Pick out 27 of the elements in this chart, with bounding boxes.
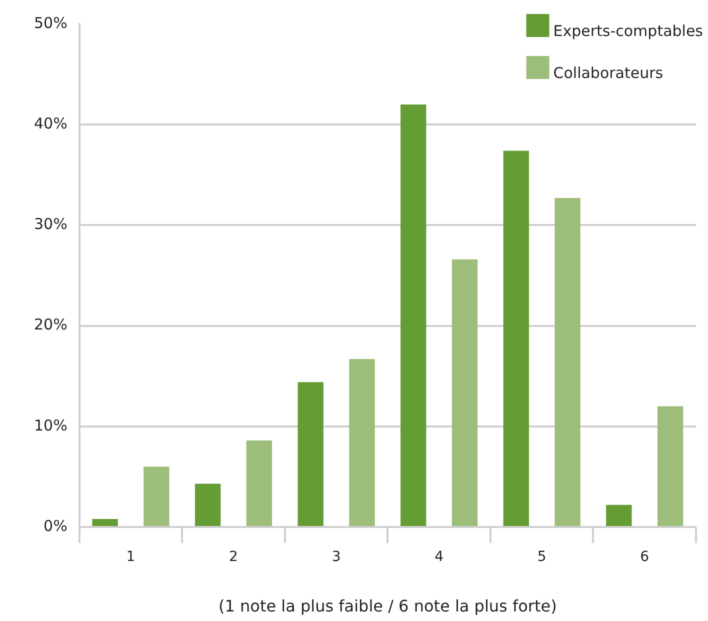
y-tick-label: 20% <box>34 316 68 334</box>
x-tick-label: 4 <box>434 549 444 566</box>
bar <box>298 382 324 526</box>
y-tick-label: 50% <box>34 14 68 32</box>
bar <box>144 466 170 526</box>
bar <box>503 150 529 526</box>
y-tick-label: 40% <box>34 114 68 132</box>
legend-label: Collaborateurs <box>553 64 664 82</box>
y-tick-label: 10% <box>34 416 68 434</box>
bar <box>400 104 426 526</box>
bar <box>246 440 272 526</box>
y-tick-label: 0% <box>44 516 68 535</box>
x-tick-label: 2 <box>229 549 238 566</box>
bar <box>606 504 632 526</box>
x-tick-label: 3 <box>332 549 341 566</box>
x-axis-title: (1 note la plus faible / 6 note la plus forte) <box>218 596 557 616</box>
legend-label: Experts-comptables <box>553 22 704 40</box>
y-tick-label: 30% <box>34 215 68 234</box>
bar <box>657 406 684 526</box>
x-tick-label: 1 <box>126 549 136 566</box>
x-tick-label: 6 <box>640 549 650 566</box>
bar <box>554 198 580 526</box>
bar <box>92 518 118 526</box>
bar <box>194 484 221 526</box>
bar <box>349 359 375 526</box>
x-tick-label: 5 <box>537 549 546 566</box>
bar <box>452 259 478 526</box>
